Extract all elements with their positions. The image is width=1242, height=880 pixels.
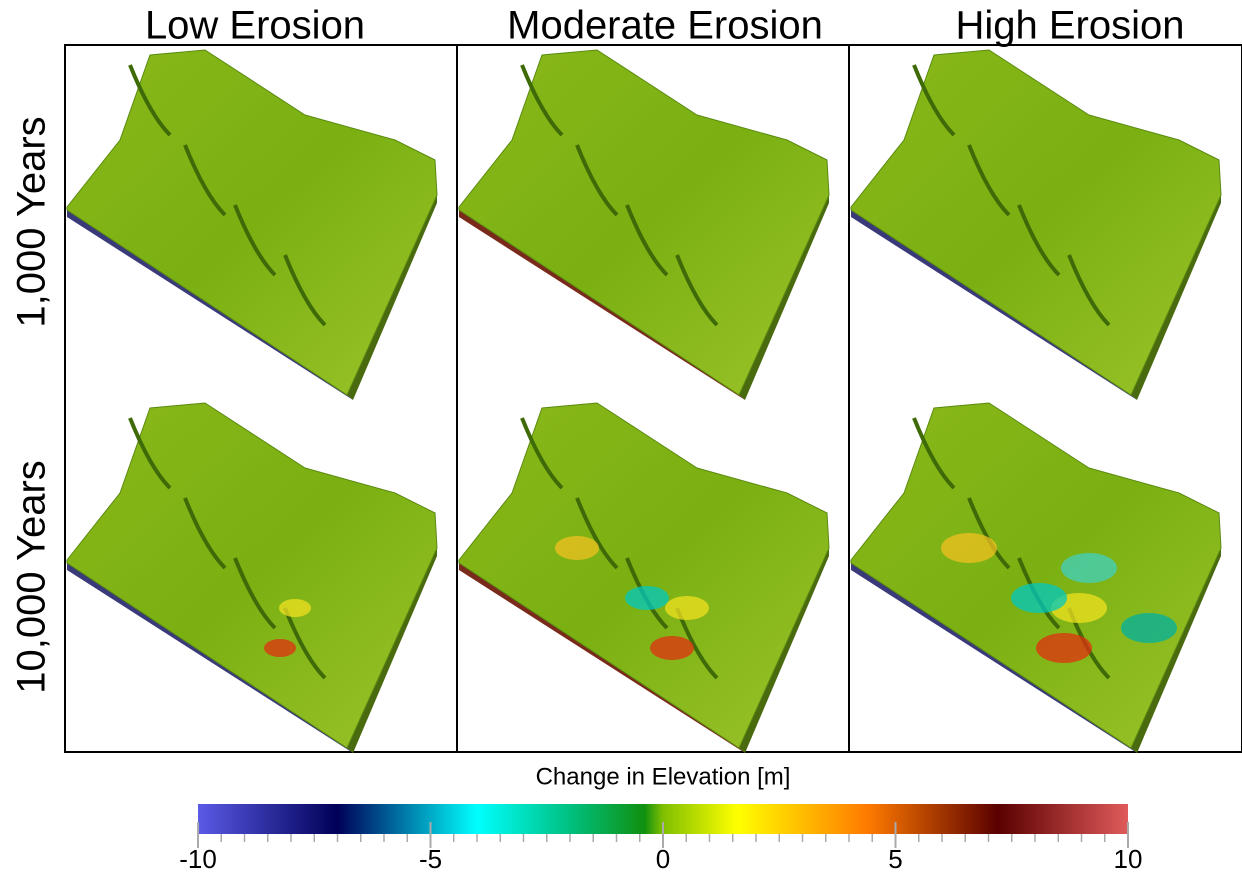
erosion-patch (555, 536, 599, 560)
erosion-patch (264, 639, 296, 657)
column-title: High Erosion (955, 4, 1184, 48)
column-title: Low Erosion (145, 4, 365, 48)
terrain-surface (67, 50, 437, 395)
terrain (67, 50, 437, 400)
tick-label: 5 (888, 844, 902, 874)
terrain (459, 403, 829, 753)
tick-label: -5 (419, 844, 442, 874)
tick-label: -10 (179, 844, 217, 874)
erosion-patch (279, 599, 311, 617)
erosion-patch (1061, 553, 1117, 583)
row-label: 1,000 Years (10, 116, 54, 327)
terrain-surface (851, 403, 1221, 748)
terrain (851, 50, 1221, 400)
terrain (459, 50, 829, 400)
figure: Low Erosion Moderate Erosion High Erosio… (0, 0, 1242, 875)
terrain-surface (459, 403, 829, 748)
erosion-patch (1121, 613, 1177, 643)
terrain-surface (851, 50, 1221, 395)
terrain (67, 403, 437, 753)
panels (67, 50, 1221, 753)
erosion-patch (1036, 633, 1092, 663)
colorbar-title: Change in Elevation [m] (536, 763, 791, 790)
row-label: 10,000 Years (10, 460, 54, 694)
erosion-patch (650, 636, 694, 660)
column-title: Moderate Erosion (507, 4, 823, 48)
erosion-patch (665, 596, 709, 620)
page: Low Erosion Moderate Erosion High Erosio… (0, 0, 1242, 880)
terrain-surface (67, 403, 437, 748)
erosion-patch (941, 533, 997, 563)
terrain-surface (459, 50, 829, 395)
tick-label: 0 (656, 844, 670, 874)
erosion-patch (625, 586, 669, 610)
tick-label: 10 (1114, 844, 1143, 874)
erosion-patch (1011, 583, 1067, 613)
terrain (851, 403, 1221, 753)
